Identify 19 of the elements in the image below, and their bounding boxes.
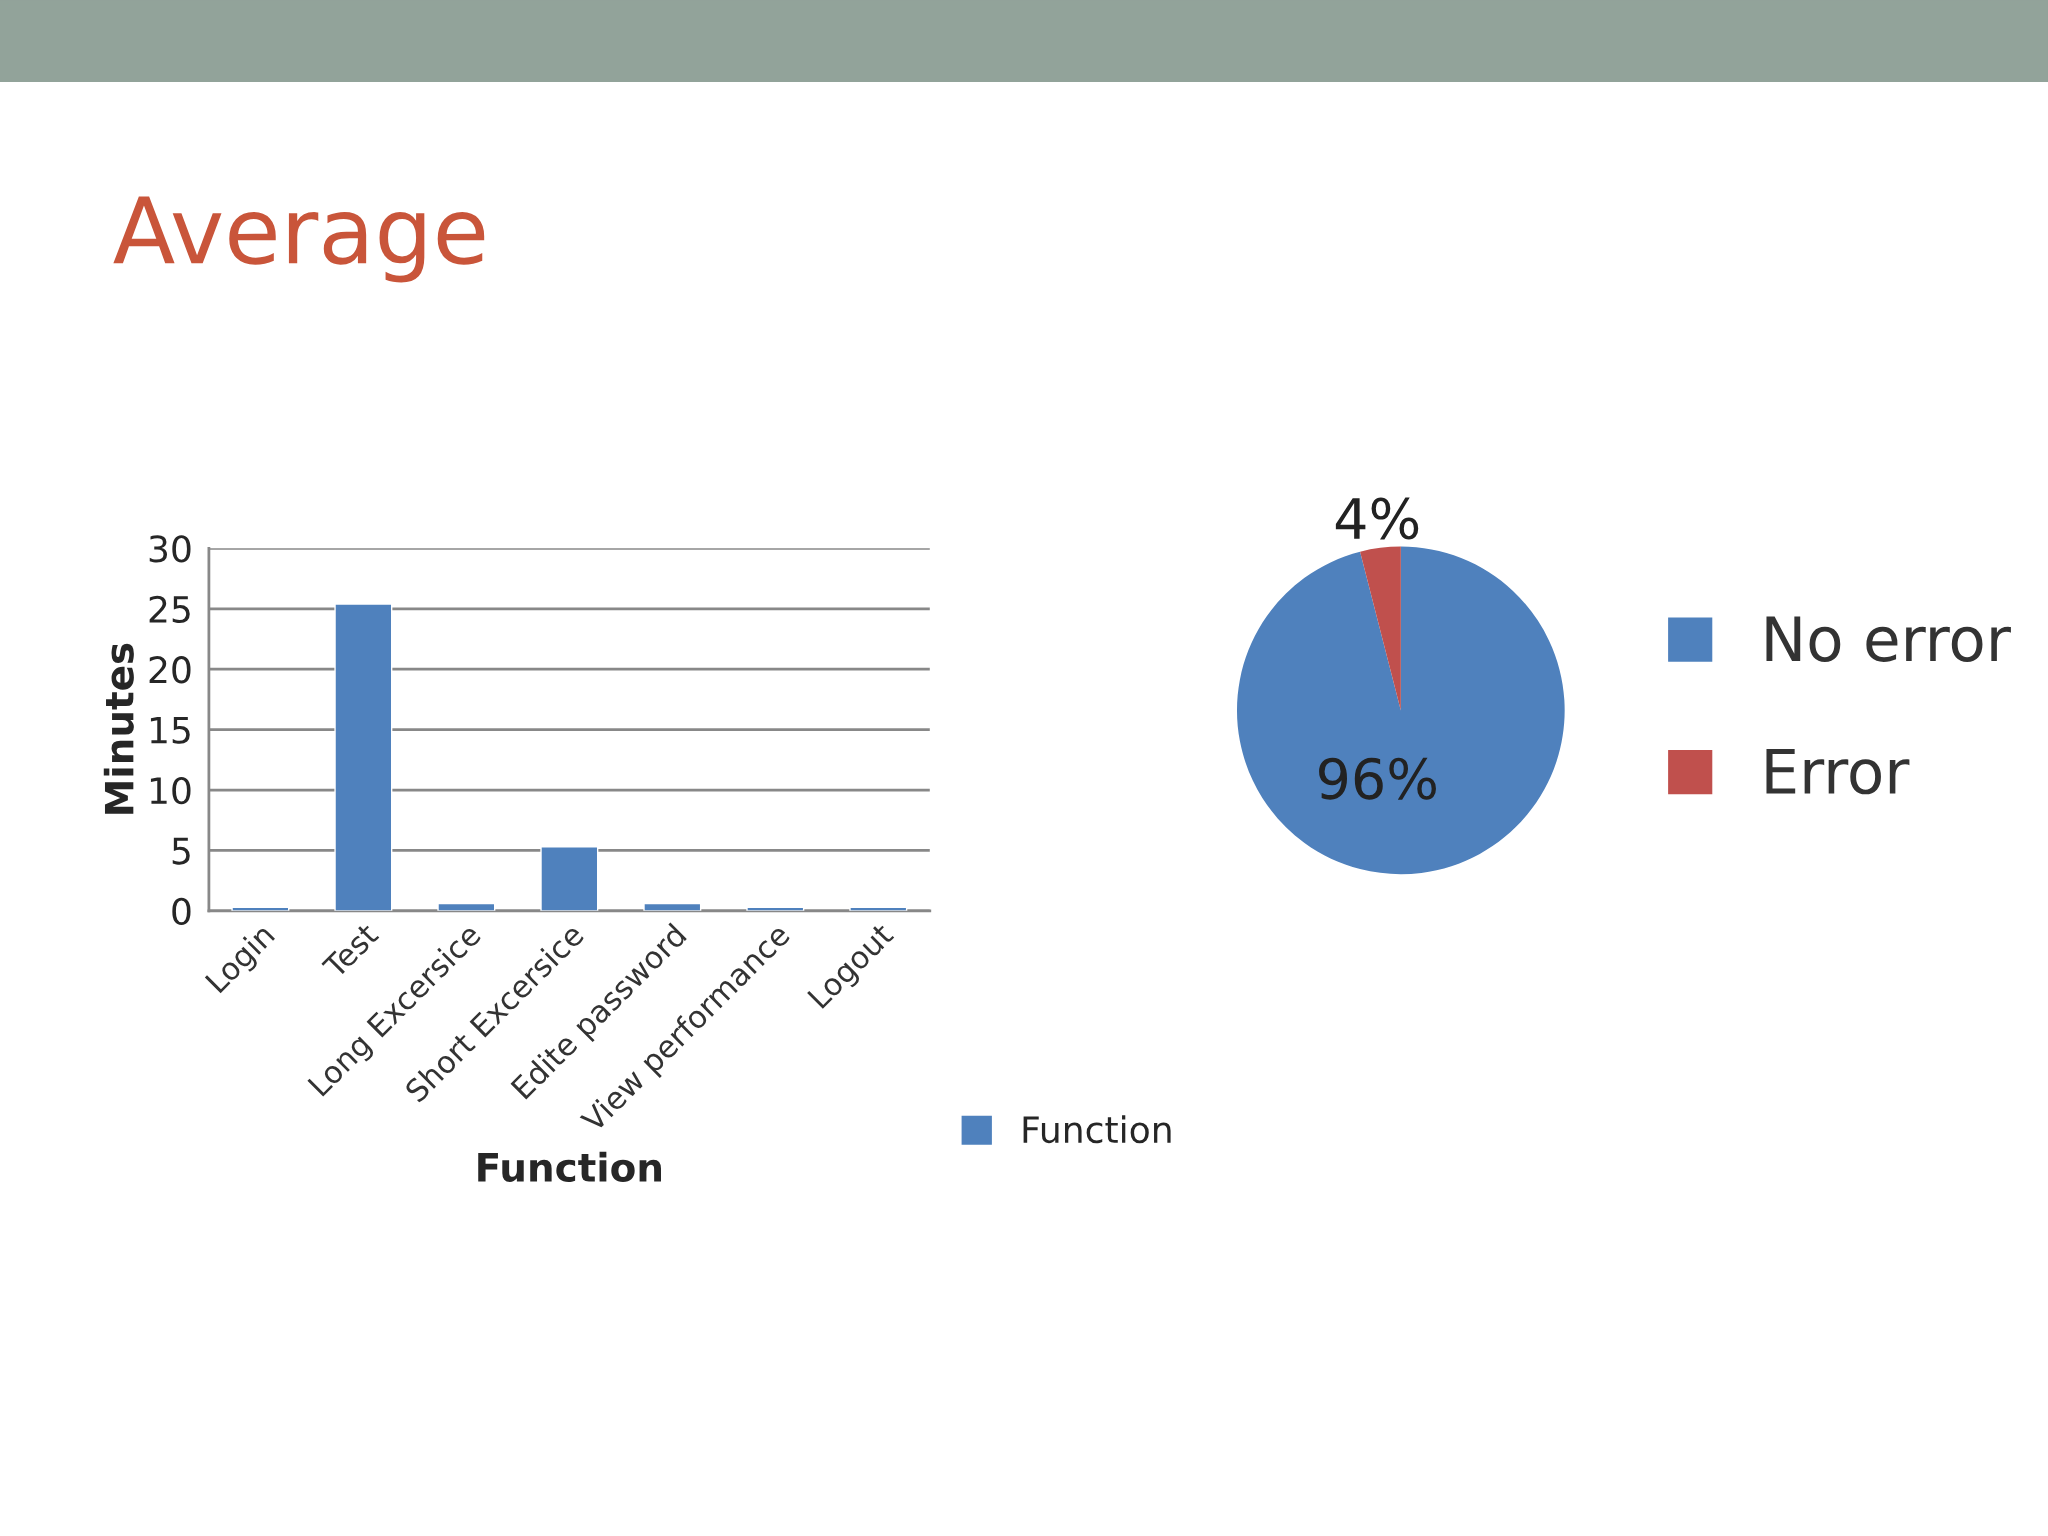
chart-title: Average: [113, 196, 485, 283]
bar: [334, 603, 393, 911]
y-axis-title: Minutes: [103, 643, 134, 814]
legend-label: Error: [1766, 748, 1910, 795]
data-label: 4%: [1335, 497, 1419, 540]
y-tick-label: 20: [149, 656, 191, 684]
y-tick-label: 5: [172, 837, 190, 865]
bar: [540, 846, 599, 911]
pie-slice: [1360, 546, 1401, 711]
legend-label: Function: [1023, 1115, 1171, 1144]
y-tick-label: 15: [150, 716, 190, 744]
y-tick-label: 25: [149, 595, 190, 623]
data-label: 96%: [1319, 757, 1436, 800]
legend-label: No error: [1766, 616, 2011, 662]
y-tick-label: 30: [149, 535, 191, 563]
y-tick-label: 0: [172, 897, 191, 926]
x-axis-title: Function: [478, 1151, 661, 1182]
y-tick-label: 10: [150, 776, 191, 805]
pie-slice: [1236, 546, 1565, 875]
